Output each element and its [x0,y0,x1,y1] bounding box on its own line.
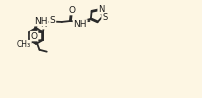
Text: N: N [40,20,47,29]
Text: NH: NH [35,17,48,26]
Text: N: N [98,5,104,14]
Text: NH: NH [73,20,87,29]
Text: S: S [102,13,107,22]
Text: CH₃: CH₃ [17,40,31,49]
Text: O: O [31,32,38,41]
Text: O: O [68,6,75,15]
Text: S: S [50,15,56,24]
